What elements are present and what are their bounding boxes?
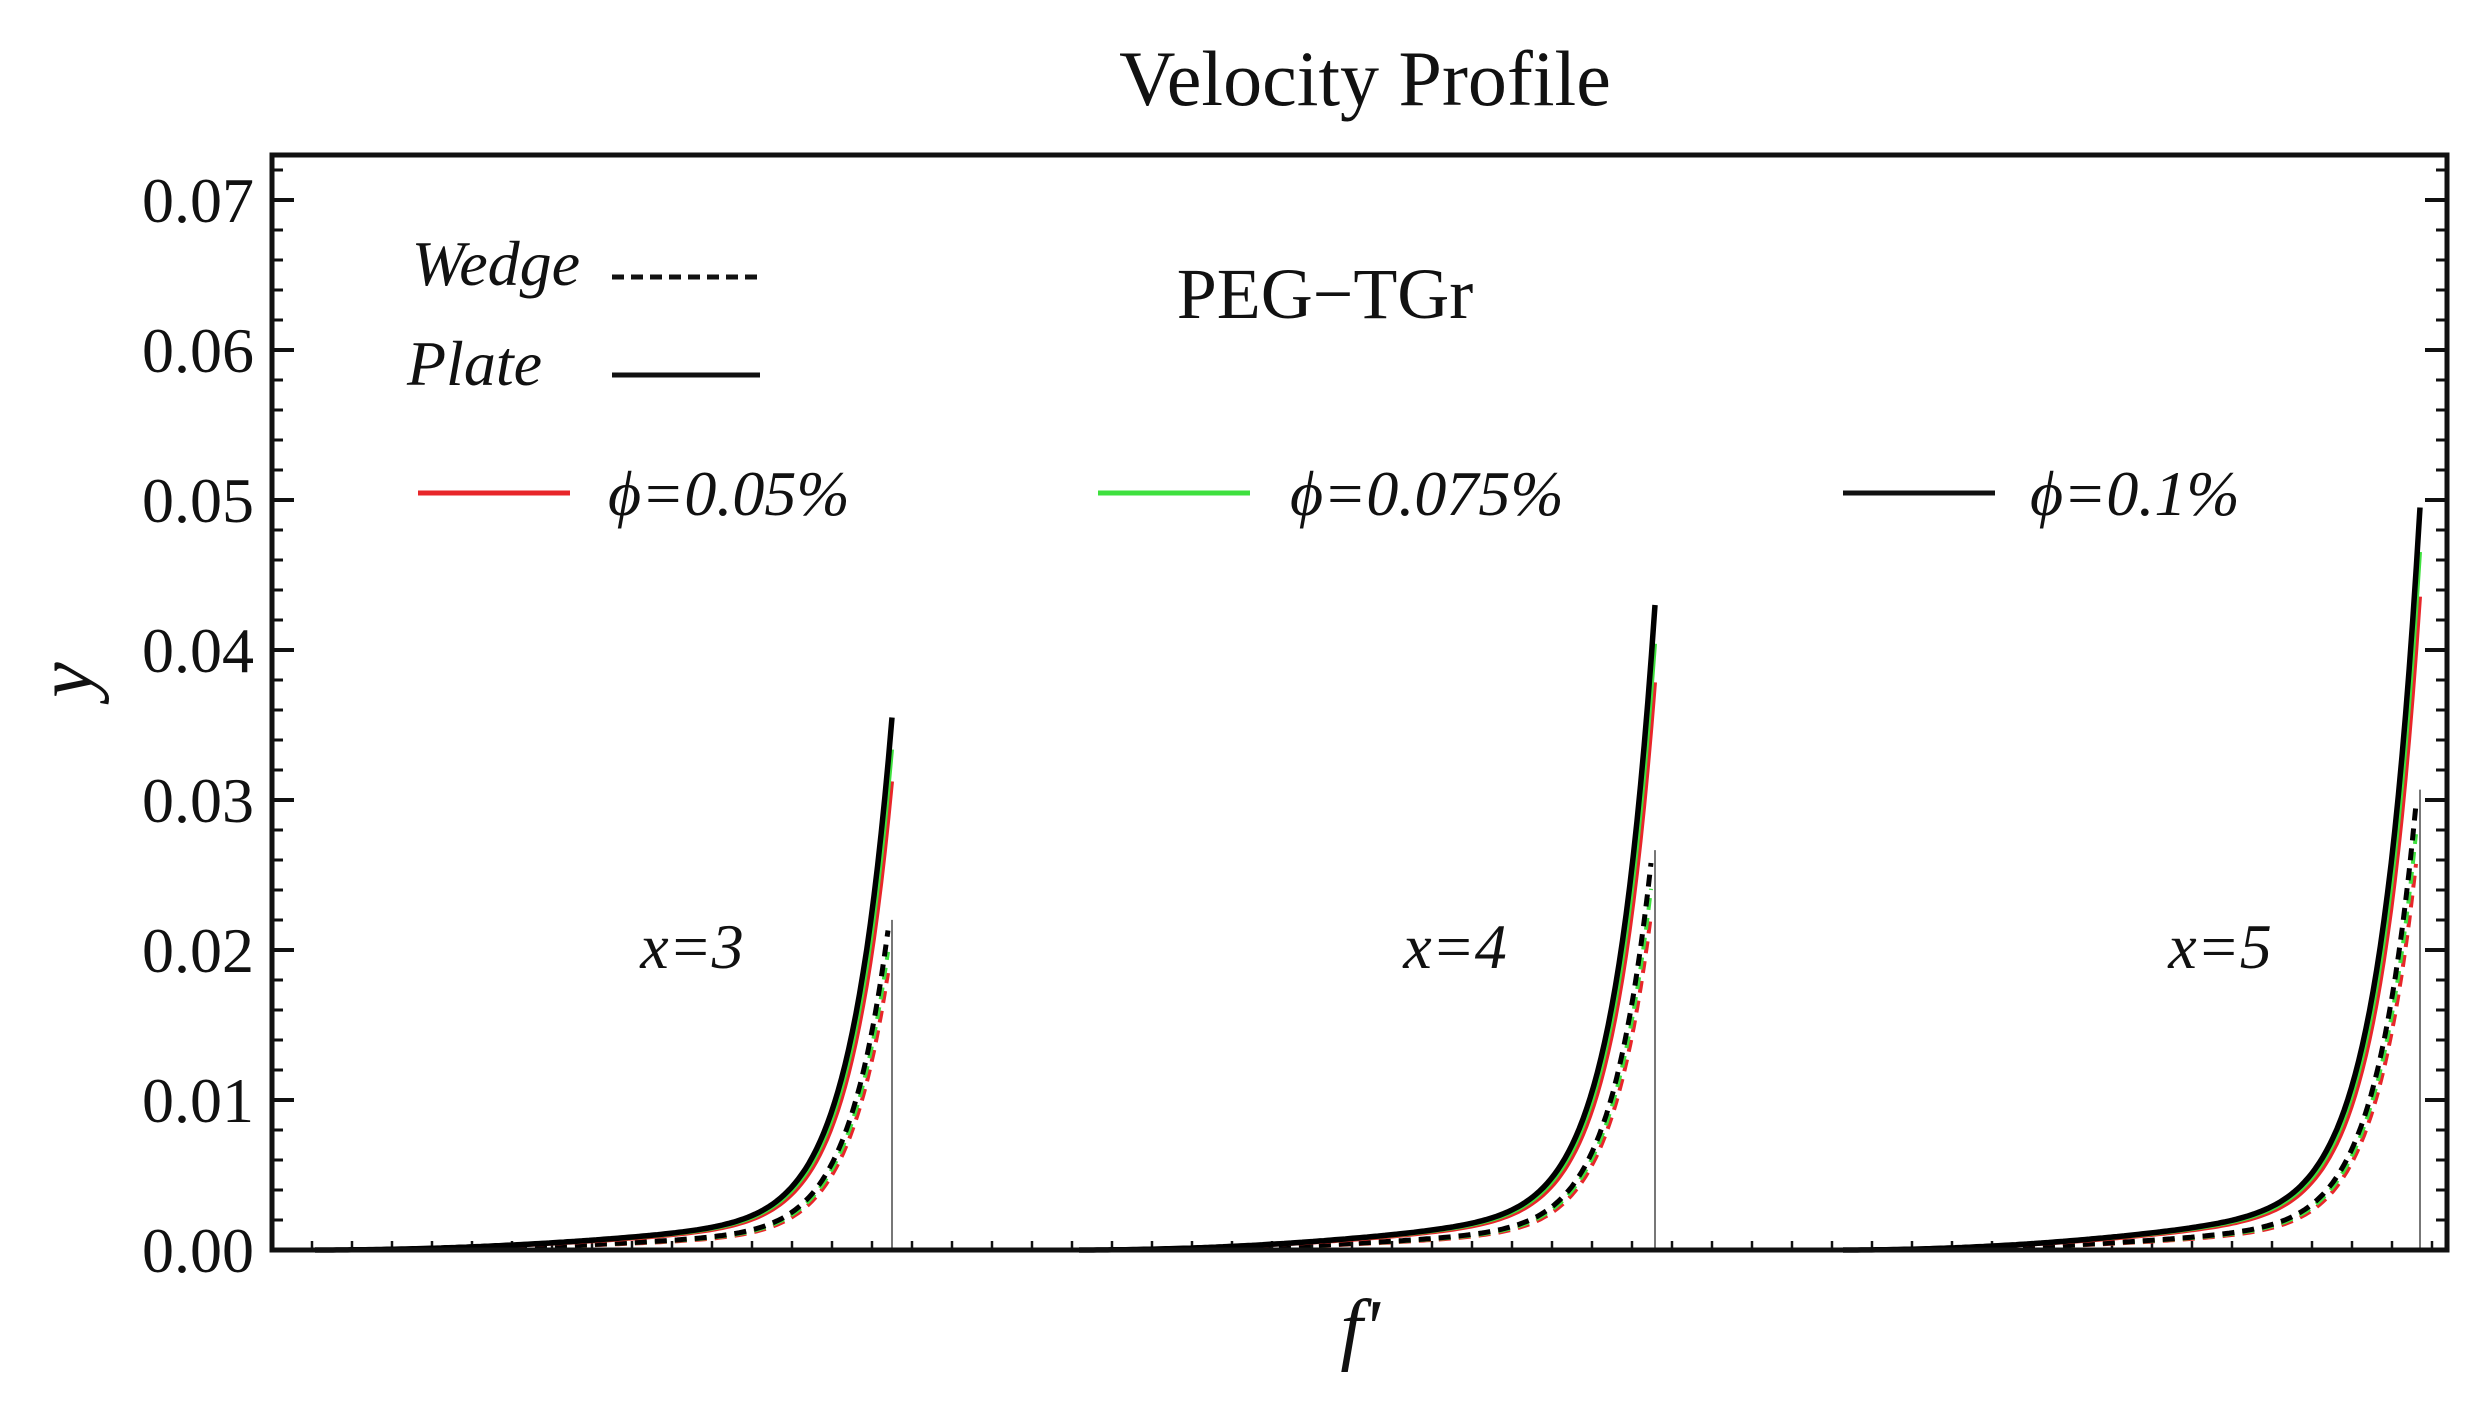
wedge-series-1 — [335, 951, 890, 1252]
plate-series-2 — [1843, 507, 2423, 1253]
plot-frame — [269, 152, 2450, 1253]
y-tick-label: 0.07 — [142, 165, 254, 236]
y-tick-label: 0.04 — [142, 615, 254, 686]
plate-series-1 — [1843, 551, 2422, 1252]
wedge-series-2 — [1863, 804, 2419, 1253]
legend-plate-label: Plate — [406, 328, 542, 399]
plate-series-0 — [1843, 596, 2422, 1252]
wedge-series-2 — [1099, 862, 1654, 1253]
y-tick-label: 0.06 — [142, 315, 254, 386]
panel-label: x=3 — [639, 911, 744, 982]
wedge-series-1 — [1863, 833, 2418, 1252]
line-style-legend: Wedge Plate — [406, 228, 760, 399]
plate-series-2 — [315, 717, 895, 1253]
plate-series-1 — [1079, 643, 1657, 1252]
plate-series-0 — [315, 781, 894, 1252]
y-axis-tick-labels: 0.00 0.01 0.02 0.03 0.04 0.05 0.06 0.07 — [142, 165, 254, 1286]
plate-series-1 — [315, 749, 894, 1252]
wedge-series-0 — [1863, 863, 2418, 1252]
x-axis-label: f' — [1340, 1285, 1381, 1373]
panel-3 — [315, 717, 895, 1253]
wedge-series-0 — [335, 972, 890, 1252]
legend-phi-3-label: ϕ=0.1% — [2030, 458, 2240, 529]
legend-phi-2-label: ϕ=0.075% — [1290, 458, 1564, 529]
panel-5 — [1843, 507, 2423, 1253]
y-tick-label: 0.05 — [142, 465, 254, 536]
y-axis-label: y — [22, 662, 110, 705]
phi-legend: ϕ=0.05% ϕ=0.075% ϕ=0.1% — [418, 458, 2240, 529]
y-tick-label: 0.01 — [142, 1065, 254, 1136]
plate-series-0 — [1079, 682, 1657, 1252]
legend-phi-1-label: ϕ=0.05% — [608, 458, 850, 529]
legend-wedge-label: Wedge — [412, 228, 580, 299]
panel-label: x=4 — [1402, 911, 1507, 982]
y-tick-label: 0.00 — [142, 1215, 254, 1286]
panel-labels: x=3 x=4 x=5 — [639, 911, 2272, 982]
plate-series-2 — [1079, 604, 1658, 1253]
wedge-series-2 — [335, 930, 891, 1253]
panel-4 — [1079, 604, 1658, 1253]
chart-title: Velocity Profile — [1119, 35, 1611, 122]
y-tick-label: 0.02 — [142, 915, 254, 986]
wedge-series-1 — [1099, 888, 1653, 1252]
wedge-series-0 — [1099, 914, 1653, 1252]
material-annotation: PEG−TGr — [1177, 254, 1474, 334]
panel-label: x=5 — [2167, 911, 2272, 982]
plot-series — [315, 507, 2423, 1253]
y-tick-label: 0.03 — [142, 765, 254, 836]
